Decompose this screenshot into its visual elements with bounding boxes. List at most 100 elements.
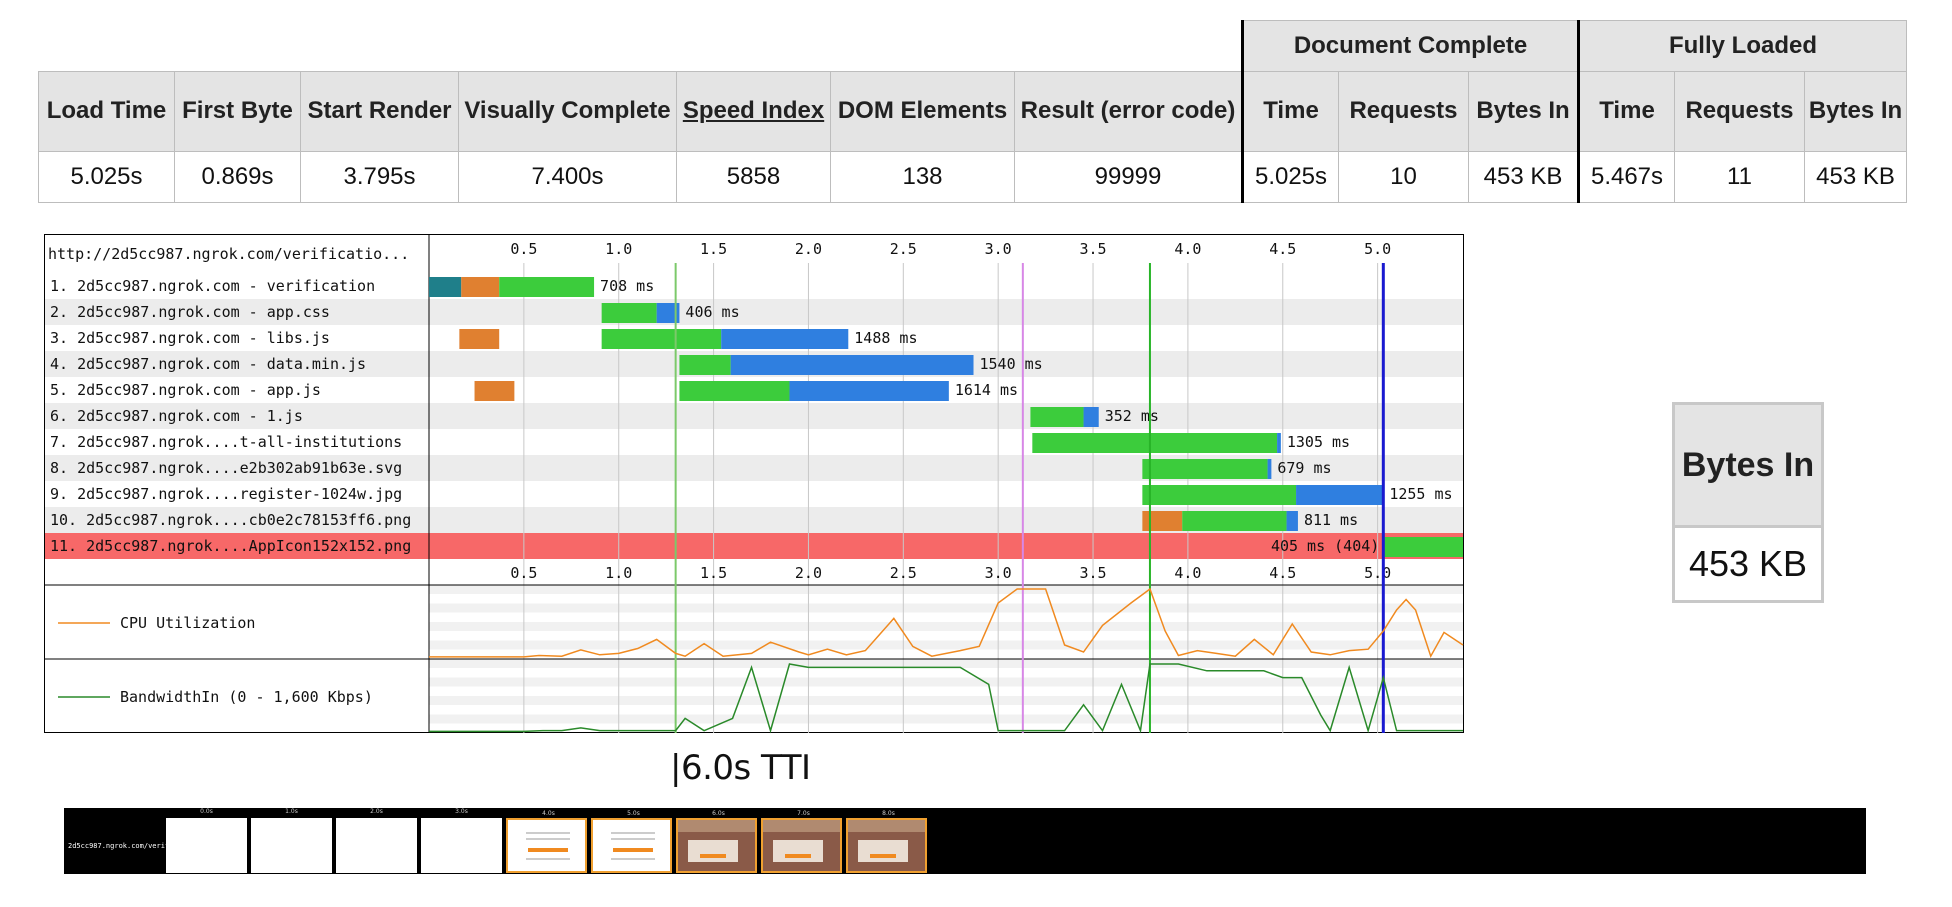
bandwidth-stripe — [429, 677, 1463, 687]
request-bar-download — [1267, 459, 1272, 479]
alt-row-bg — [45, 403, 1463, 429]
value-first-byte: 0.869s — [174, 150, 301, 203]
request-duration: 406 ms — [685, 303, 739, 321]
value-start-render: 3.795s — [300, 150, 459, 203]
request-bar-ttfb — [679, 381, 790, 401]
filmstrip-url: 2d5cc987.ngrok.com/verifica... — [68, 842, 195, 850]
tick-label-bottom: 2.5 — [890, 564, 917, 582]
header-load-time: Load Time — [38, 70, 175, 152]
filmstrip-frame-time: 2.0s — [370, 808, 383, 815]
tick-label-top: 2.0 — [795, 240, 822, 258]
header-doc-requests: Requests — [1338, 70, 1469, 152]
request-bar-connect — [459, 329, 500, 349]
request-bar-ttfb — [1383, 537, 1463, 557]
filmstrip-frame[interactable]: 3.0s — [421, 808, 502, 873]
frame-button-preview — [613, 848, 653, 852]
value-dom-elements: 138 — [830, 150, 1015, 203]
request-bar-ttfb — [601, 329, 722, 349]
filmstrip-frame-time: 6.0s — [712, 810, 725, 817]
frame-text-preview — [526, 838, 570, 840]
request-bar-ttfb — [679, 355, 731, 375]
request-label: 1. 2d5cc987.ngrok.com - verification — [50, 277, 375, 295]
request-bar-ttfb — [601, 303, 657, 323]
filmstrip-frame[interactable]: 6.0s — [676, 810, 757, 873]
header-start-render: Start Render — [300, 70, 459, 152]
request-bar-download — [721, 329, 849, 349]
header-full-bytes: Bytes In — [1804, 70, 1907, 152]
tick-label-bottom: 3.5 — [1079, 564, 1106, 582]
filmstrip-frame[interactable]: 8.0s — [846, 810, 927, 873]
request-label: 9. 2d5cc987.ngrok....register-1024w.jpg — [50, 485, 402, 503]
request-bar-download — [1296, 485, 1384, 505]
bandwidth-legend-label: BandwidthIn (0 - 1,600 Kbps) — [120, 688, 373, 706]
tick-label-top: 1.0 — [605, 240, 632, 258]
tick-label-bottom: 3.0 — [985, 564, 1012, 582]
tick-label-top: 4.0 — [1174, 240, 1201, 258]
filmstrip-frame-time: 5.0s — [627, 810, 640, 817]
frame-text-preview — [611, 832, 655, 834]
value-full-time: 5.467s — [1577, 150, 1675, 203]
request-bar-ttfb — [1182, 511, 1287, 531]
tick-label-top: 3.5 — [1079, 240, 1106, 258]
header-full-requests: Requests — [1674, 70, 1805, 152]
filmstrip-frame-time: 8.0s — [882, 810, 895, 817]
filmstrip-frame[interactable]: 7.0s — [761, 810, 842, 873]
filmstrip-frame[interactable]: 4.0s — [506, 810, 587, 873]
header-visually-complete: Visually Complete — [458, 70, 677, 152]
request-bar-download — [656, 303, 680, 323]
tti-label: |6.0s TTI — [670, 748, 811, 788]
filmstrip-frame-time: 0.0s — [200, 808, 213, 815]
header-speed-index-link[interactable]: Speed Index — [676, 70, 831, 152]
group-fully-loaded: Fully Loaded — [1577, 20, 1907, 72]
request-duration: 1614 ms — [955, 381, 1018, 399]
header-first-byte: First Byte — [174, 70, 301, 152]
request-bar-ttfb — [1030, 407, 1084, 427]
value-doc-requests: 10 — [1338, 150, 1469, 203]
bytes-in-box-header: Bytes In — [1672, 402, 1824, 528]
value-full-bytes: 453 KB — [1804, 150, 1907, 203]
page-url: http://2d5cc987.ngrok.com/verificatio... — [48, 245, 409, 263]
request-label: 11. 2d5cc987.ngrok....AppIcon152x152.png — [50, 537, 411, 555]
frame-form-preview — [858, 840, 908, 862]
request-duration: 1540 ms — [980, 355, 1043, 373]
header-doc-bytes: Bytes In — [1468, 70, 1579, 152]
frame-text-preview — [611, 858, 655, 860]
request-label: 3. 2d5cc987.ngrok.com - libs.js — [50, 329, 330, 347]
request-bar-download — [1277, 433, 1281, 453]
cpu-utilization-line — [429, 587, 1464, 659]
summary-table: Document Complete Fully Loaded Load Time… — [38, 20, 1907, 203]
tick-label-top: 3.0 — [985, 240, 1012, 258]
waterfall-svg: 0.5 0.5 1.0 1.0 1.5 1.5 2.0 2.0 2.5 2.5 3.0 3.0 3.5 3… — [44, 234, 1464, 734]
filmstrip-frame[interactable]: 1.0s — [251, 808, 332, 873]
request-bar-ttfb — [1142, 485, 1297, 505]
request-label: 7. 2d5cc987.ngrok....t-all-institutions — [50, 433, 402, 451]
value-visually-complete: 7.400s — [458, 150, 677, 203]
filmstrip-frame[interactable]: 0.0s — [166, 808, 247, 873]
request-bar-download — [1083, 407, 1099, 427]
filmstrip-frame[interactable]: 2.0s — [336, 808, 417, 873]
filmstrip-frame-time: 1.0s — [285, 808, 298, 815]
filmstrip-frame[interactable]: 5.0s — [591, 810, 672, 873]
request-duration: 708 ms — [600, 277, 654, 295]
request-bar-connect — [1142, 511, 1183, 531]
cpu-stripe — [429, 585, 1463, 594]
request-duration: 405 ms (404) — [1271, 537, 1379, 555]
header-full-time: Time — [1577, 70, 1675, 152]
request-bar-download — [730, 355, 974, 375]
value-full-requests: 11 — [1674, 150, 1805, 203]
request-label: 4. 2d5cc987.ngrok.com - data.min.js — [50, 355, 366, 373]
tick-label-top: 0.5 — [510, 240, 537, 258]
request-label: 5. 2d5cc987.ngrok.com - app.js — [50, 381, 321, 399]
header-doc-time: Time — [1241, 70, 1339, 152]
cpu-stripe — [429, 640, 1463, 650]
frame-text-preview — [611, 838, 655, 840]
value-result: 99999 — [1014, 150, 1243, 203]
request-bar-download — [1286, 511, 1298, 531]
value-load-time: 5.025s — [38, 150, 175, 203]
request-duration: 811 ms — [1304, 511, 1358, 529]
frame-text-preview — [526, 858, 570, 860]
frame-button-preview — [785, 854, 811, 858]
bandwidth-stripe — [429, 696, 1463, 705]
bandwidth-stripe — [429, 714, 1463, 724]
value-doc-bytes: 453 KB — [1468, 150, 1579, 203]
